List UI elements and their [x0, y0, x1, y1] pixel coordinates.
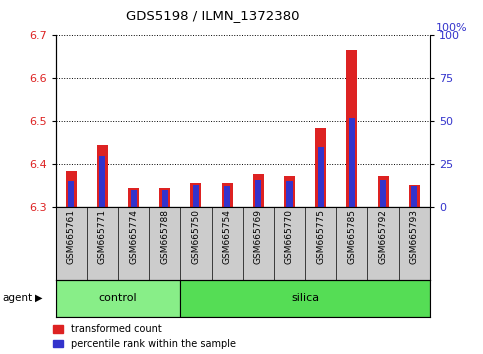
Bar	[128, 188, 139, 207]
FancyBboxPatch shape	[56, 280, 180, 317]
Text: GSM665761: GSM665761	[67, 209, 76, 264]
Text: GSM665770: GSM665770	[285, 209, 294, 264]
Bar	[193, 185, 199, 207]
Bar	[315, 128, 326, 207]
Text: GSM665775: GSM665775	[316, 209, 325, 264]
Bar	[380, 179, 386, 207]
Bar	[97, 145, 108, 207]
Bar	[130, 190, 137, 207]
Bar	[349, 118, 355, 207]
Bar	[224, 187, 230, 207]
Bar	[253, 173, 264, 207]
Text: 100%: 100%	[436, 23, 467, 33]
Bar	[346, 50, 357, 207]
Text: GSM665754: GSM665754	[223, 209, 232, 264]
Text: GSM665750: GSM665750	[191, 209, 200, 264]
Text: GDS5198 / ILMN_1372380: GDS5198 / ILMN_1372380	[126, 9, 299, 22]
Bar	[222, 183, 233, 207]
FancyBboxPatch shape	[180, 280, 430, 317]
Bar	[66, 171, 77, 207]
Bar	[378, 176, 388, 207]
Bar	[409, 185, 420, 207]
Legend: transformed count, percentile rank within the sample: transformed count, percentile rank withi…	[53, 324, 236, 349]
Text: GSM665785: GSM665785	[347, 209, 356, 264]
Bar	[411, 187, 417, 207]
Text: GSM665788: GSM665788	[160, 209, 169, 264]
Bar	[68, 181, 74, 207]
Bar	[318, 147, 324, 207]
Text: control: control	[99, 293, 137, 303]
Text: GSM665774: GSM665774	[129, 209, 138, 264]
Bar	[190, 183, 201, 207]
Text: agent: agent	[2, 293, 32, 303]
Text: ▶: ▶	[35, 293, 43, 303]
Bar	[159, 188, 170, 207]
Text: GSM665769: GSM665769	[254, 209, 263, 264]
Bar	[256, 179, 261, 207]
Bar	[99, 156, 105, 207]
Text: GSM665793: GSM665793	[410, 209, 419, 264]
Bar	[162, 190, 168, 207]
Bar	[284, 176, 295, 207]
Text: silica: silica	[291, 293, 319, 303]
Text: GSM665792: GSM665792	[379, 209, 387, 264]
Text: GSM665771: GSM665771	[98, 209, 107, 264]
Bar	[286, 181, 293, 207]
